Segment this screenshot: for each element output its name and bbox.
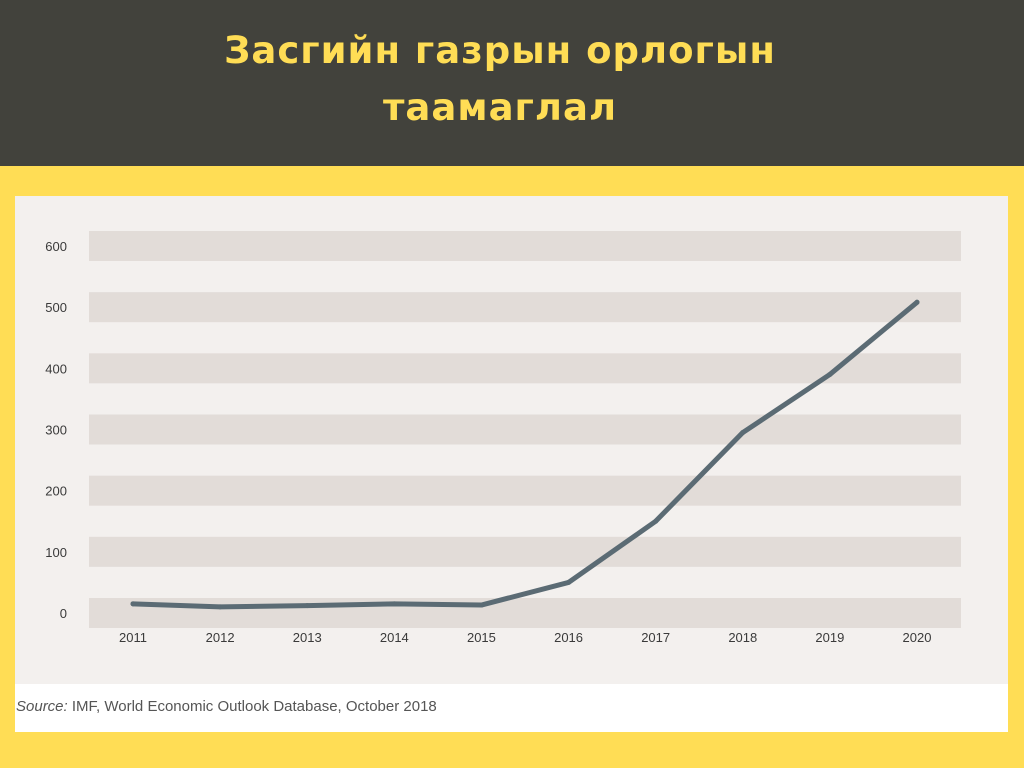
data-point	[914, 299, 920, 305]
y-tick-label: 500	[45, 300, 67, 315]
data-point	[827, 371, 833, 377]
x-tick-label: 2011	[119, 630, 147, 645]
data-point	[217, 604, 223, 610]
x-tick-label: 2013	[293, 630, 322, 645]
data-point	[130, 601, 136, 607]
x-tick-label: 2018	[728, 630, 757, 645]
series-line	[130, 299, 920, 610]
data-point	[478, 602, 484, 608]
y-tick-label: 200	[45, 484, 67, 499]
source-label: Source:	[16, 698, 68, 715]
x-tick-label: 2017	[641, 630, 670, 645]
data-point	[391, 601, 397, 607]
header-bar: Засгийн газрын орлогын таамаглал	[0, 0, 1024, 166]
y-tick-label: 0	[60, 606, 67, 621]
y-tick-label: 400	[45, 361, 67, 376]
x-tick-label: 2016	[554, 630, 583, 645]
data-point	[566, 579, 572, 585]
gridline-band	[89, 231, 961, 261]
gridline-band	[89, 414, 961, 445]
gridline-band	[89, 353, 961, 384]
source-text: IMF, World Economic Outlook Database, Oc…	[71, 698, 437, 715]
source-note: Source: IMF, World Economic Outlook Data…	[16, 698, 437, 715]
line-chart: 0 100 200 300 400 500 600 2011 2012 2013 2014 2015 2…	[15, 196, 1008, 684]
x-tick-label: 2020	[903, 630, 932, 645]
x-tick-label: 2012	[206, 630, 235, 645]
y-tick-label: 600	[45, 239, 67, 254]
y-tick-label: 300	[45, 423, 67, 438]
data-point	[304, 603, 310, 609]
gridline-band	[89, 475, 961, 506]
x-tick-label: 2015	[467, 630, 496, 645]
page-title: Засгийн газрын орлогын таамаглал	[224, 29, 776, 129]
gridline-band	[89, 536, 961, 567]
data-point	[740, 430, 746, 436]
data-point	[653, 518, 659, 524]
chart-card: 0 100 200 300 400 500 600 2011 2012 2013 2014 2015 2…	[15, 196, 1008, 732]
x-tick-label: 2014	[380, 630, 409, 645]
gridline-band	[89, 598, 961, 628]
gridline-band	[89, 292, 961, 323]
y-tick-label: 100	[45, 545, 67, 560]
x-tick-label: 2019	[815, 630, 844, 645]
